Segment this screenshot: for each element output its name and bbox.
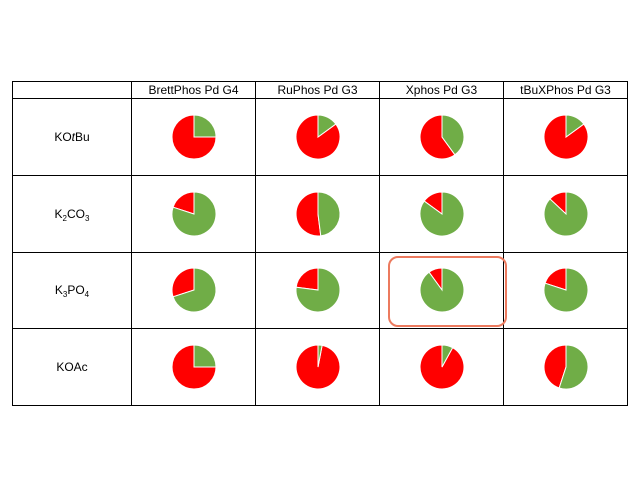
pie-slice-yield: [558, 344, 589, 390]
pie-chart: [295, 191, 341, 237]
pie-slice-remaining: [295, 191, 321, 237]
pie-chart: [295, 114, 340, 160]
pie-chart: [171, 344, 217, 390]
base-row: K3PO4: [12, 251, 628, 330]
pie-slice-yield: [441, 344, 453, 368]
pie-cell: [379, 98, 504, 176]
base-row: KOtBu: [12, 98, 628, 176]
pie-slice-yield: [419, 267, 464, 313]
pie-slice-yield: [317, 114, 336, 138]
pie-slice-yield: [317, 191, 341, 237]
pie-slice-yield: [317, 344, 323, 368]
pie-slice-yield: [543, 191, 588, 237]
pie-chart: [543, 344, 589, 390]
pie-slice-yield: [441, 114, 464, 156]
column-header: BrettPhos Pd G4: [131, 80, 256, 100]
pie-cell: [131, 174, 256, 253]
pie-cell: [131, 98, 256, 176]
pie-slice-remaining: [543, 344, 566, 389]
row-label: KOtBu: [12, 98, 132, 176]
pie-cell: [379, 174, 504, 253]
pie-chart: [294, 344, 340, 390]
pie-slice-yield: [565, 114, 584, 138]
pie-cell: [503, 98, 628, 176]
pie-slice-remaining: [295, 267, 318, 291]
pie-chart: [419, 114, 464, 160]
pie-chart: [543, 191, 588, 237]
pie-chart: [419, 191, 464, 237]
corner-cell: [12, 80, 132, 100]
pie-cell: [255, 328, 380, 406]
pie-cell: [255, 98, 380, 176]
pie-chart: [543, 267, 588, 313]
pie-chart: [171, 114, 217, 160]
pie-cell: [255, 174, 380, 253]
pie-slice-remaining: [171, 267, 194, 298]
pie-slice-remaining: [419, 114, 456, 160]
pie-chart: [419, 267, 464, 313]
pie-chart: [295, 267, 340, 313]
column-header: Xphos Pd G3: [379, 80, 504, 100]
row-label: K2CO3: [12, 174, 132, 253]
highlight-box: [388, 256, 507, 327]
column-header: tBuXPhos Pd G3: [503, 80, 628, 100]
pie-slice-yield: [193, 344, 217, 368]
pie-cell: [379, 328, 504, 406]
pie-slice-yield: [295, 267, 340, 313]
pie-cell: [503, 174, 628, 253]
pie-slice-yield: [171, 267, 216, 313]
pie-slice-yield: [193, 114, 217, 138]
pie-slice-yield: [171, 191, 216, 237]
pie-chart: [543, 114, 588, 160]
pie-cell: [255, 251, 380, 330]
results-table: BrettPhos Pd G4 RuPhos Pd G3 Xphos Pd G3…: [12, 80, 628, 406]
row-label: KOAc: [12, 328, 132, 406]
pie-chart: [171, 267, 216, 313]
pie-chart: [419, 344, 464, 390]
pie-cell: [503, 328, 628, 406]
pie-slice-yield: [419, 191, 464, 237]
pie-slice-yield: [543, 267, 588, 313]
row-label: K3PO4: [12, 251, 132, 330]
base-row: KOAc: [12, 328, 628, 406]
pie-chart: [171, 191, 216, 237]
pie-cell: [131, 328, 256, 406]
pie-cell: [131, 251, 256, 330]
base-row: K2CO3: [12, 174, 628, 253]
pie-cell: [503, 251, 628, 330]
header-row: BrettPhos Pd G4 RuPhos Pd G3 Xphos Pd G3…: [12, 80, 628, 100]
column-header: RuPhos Pd G3: [255, 80, 380, 100]
